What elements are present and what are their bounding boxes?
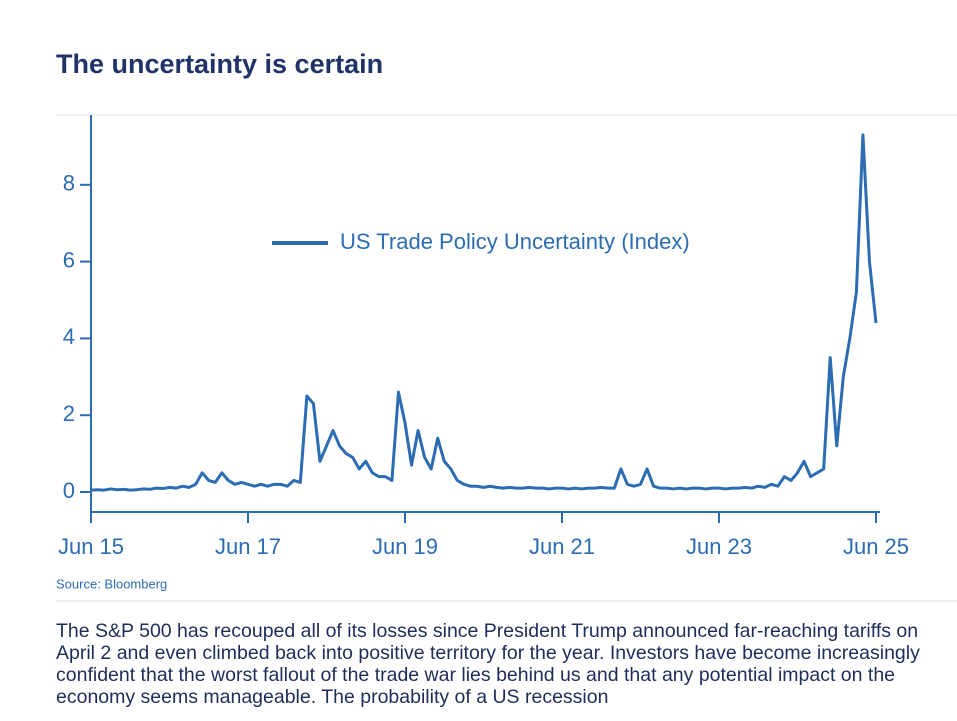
body-text: The S&P 500 has recouped all of its loss… xyxy=(56,620,920,708)
y-tick-label: 8 xyxy=(63,171,75,196)
y-tick-label: 6 xyxy=(63,247,75,272)
source: Source: Bloomberg xyxy=(56,576,167,591)
y-tick-label: 4 xyxy=(63,324,75,349)
x-tick-label: Jun 21 xyxy=(529,534,595,559)
data-line xyxy=(90,133,878,492)
y-tick-label: 0 xyxy=(63,478,75,503)
legend-label: US Trade Policy Uncertainty (Index) xyxy=(340,229,690,254)
x-tick-label: Jun 23 xyxy=(686,534,752,559)
x-tick-label: Jun 17 xyxy=(215,534,281,559)
x-tick-label: Jun 15 xyxy=(58,534,124,559)
x-tick-label: Jun 25 xyxy=(843,534,909,559)
x-tick-label: Jun 19 xyxy=(372,534,438,559)
chart: The uncertainty is certain Source: Bloom… xyxy=(56,49,957,602)
y-tick-label: 2 xyxy=(63,401,75,426)
chart-title: The uncertainty is certain xyxy=(56,49,383,79)
